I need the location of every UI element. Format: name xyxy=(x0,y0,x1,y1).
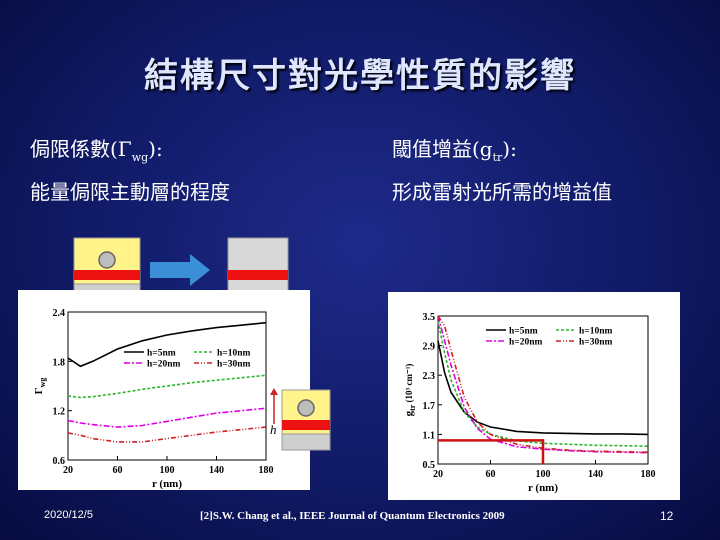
series-line-0 xyxy=(67,321,267,368)
arrow-icon xyxy=(150,254,210,286)
legend-label: h=10nm xyxy=(217,349,250,359)
reference-citation: [2]S.W. Chang et al., IEEE Journal of Qu… xyxy=(200,510,505,522)
confinement-factor-chart-panel: 20 60 100 140 180 0.6 1.2 1.8 2.4 r (nm) Γwg h=5nm h… xyxy=(18,290,310,490)
y-tick-label: 1.2 xyxy=(53,407,66,418)
slide-date: 2020/12/5 xyxy=(44,509,93,521)
threshold-gain-chart: 20 60 100 140 180 0.5 1.1 1.7 2.3 2.9 3.5 r (nm) gtr… xyxy=(403,312,656,494)
confinement-factor-explanation: 能量侷限主動層的程度 xyxy=(30,180,230,204)
x-tick-label: 20 xyxy=(63,465,73,476)
x-tick-label: 60 xyxy=(486,469,496,480)
y-tick-label: 2.9 xyxy=(423,342,436,353)
series-line-3 xyxy=(67,426,267,443)
highlight-marker-line xyxy=(438,439,545,464)
y-tick-label: 1.7 xyxy=(423,401,436,412)
y-tick-label: 1.8 xyxy=(53,357,66,368)
structure-with-ring xyxy=(73,237,141,297)
x-tick-label: 140 xyxy=(209,465,224,476)
series-line-1 xyxy=(67,374,267,399)
structure-without-ring xyxy=(227,237,289,297)
threshold-gain-chart-panel: 20 60 100 140 180 0.5 1.1 1.7 2.3 2.9 3.5 r (nm) gtr… xyxy=(388,292,680,500)
legend-label: h=20nm xyxy=(509,338,542,348)
confinement-factor-heading: 侷限係數(Γwg): xyxy=(30,137,163,164)
x-tick-label: 60 xyxy=(113,465,123,476)
x-tick-label: 100 xyxy=(536,469,551,480)
threshold-gain-heading: 閾值增益(gtr): xyxy=(392,137,517,164)
legend-label: h=20nm xyxy=(147,360,180,370)
x-axis-label: r (nm) xyxy=(152,478,182,490)
legend-label: h=10nm xyxy=(579,327,612,337)
series-line-2 xyxy=(67,407,267,428)
y-axis-label: gtr (10³ cm⁻¹) xyxy=(403,364,417,417)
inset-structure: h xyxy=(270,388,331,451)
confinement-factor-description: 侷限係數(Γwg): 能量侷限主動層的程度 xyxy=(30,132,230,209)
x-tick-label: 180 xyxy=(259,465,274,476)
threshold-gain-explanation: 形成雷射光所需的增益值 xyxy=(392,180,612,204)
y-tick-label: 0.5 xyxy=(423,460,436,471)
legend-label: h=5nm xyxy=(509,327,538,337)
x-tick-label: 180 xyxy=(641,469,656,480)
legend-label: h=30nm xyxy=(217,360,250,370)
y-tick-label: 3.5 xyxy=(423,312,436,323)
y-tick-label: 2.3 xyxy=(423,371,436,382)
series-line-3 xyxy=(437,315,649,453)
legend-label: h=30nm xyxy=(579,338,612,348)
page-number: 12 xyxy=(660,509,674,523)
legend-label: h=5nm xyxy=(147,349,176,359)
y-tick-label: 0.6 xyxy=(53,456,66,467)
slide-title: 結構尺寸對光學性質的影響 xyxy=(144,56,576,96)
x-tick-label: 100 xyxy=(160,465,175,476)
threshold-gain-description: 閾值增益(gtr): 形成雷射光所需的增益值 xyxy=(392,132,612,209)
x-tick-label: 140 xyxy=(588,469,603,480)
x-axis-label: r (nm) xyxy=(528,482,558,494)
y-tick-label: 1.1 xyxy=(423,430,436,441)
y-axis-label: Γwg xyxy=(33,378,47,395)
series-line-0 xyxy=(437,340,649,436)
series-line-1 xyxy=(437,320,649,447)
x-tick-label: 20 xyxy=(433,469,443,480)
y-tick-label: 2.4 xyxy=(53,308,66,319)
h-label: h xyxy=(270,422,277,437)
